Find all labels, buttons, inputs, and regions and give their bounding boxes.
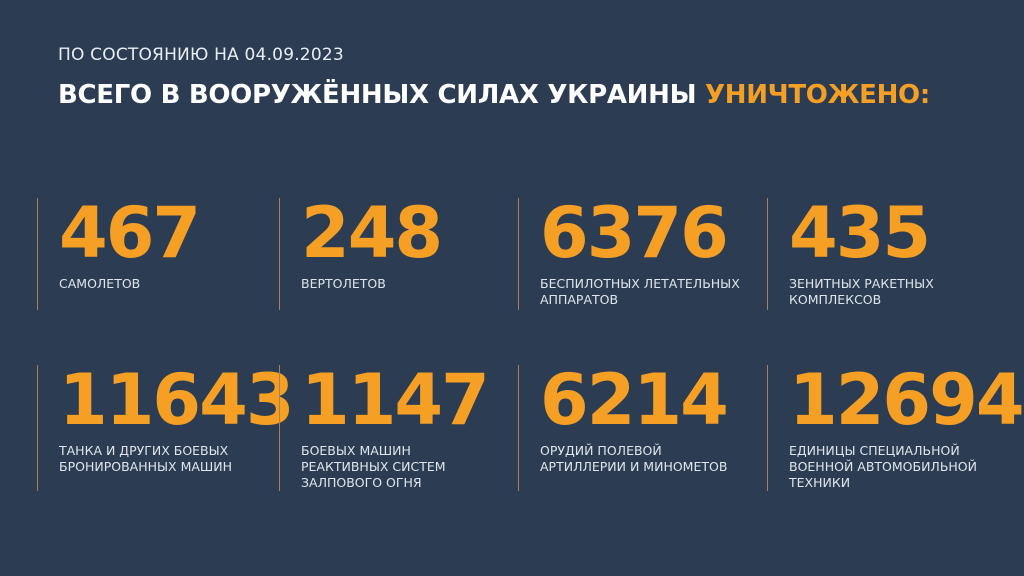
title-main: ВСЕГО В ВООРУЖЁННЫХ СИЛАХ УКРАИНЫ [58,80,697,110]
stat-label: САМОЛЕТОВ [59,276,141,291]
stat-value: 1147 [301,359,490,441]
stat-label: ЕДИНИЦЫ СПЕЦИАЛЬНОЙ ВОЕННОЙ АВТОМОБИЛЬНО… [789,443,977,490]
stat-value: 435 [789,192,931,274]
stat-uav: 6376 БЕСПИЛОТНЫХ ЛЕТАТЕЛЬНЫХ АППАРАТОВ [518,198,740,310]
stat-label: ВЕРТОЛЕТОВ [301,276,386,291]
stat-label: БОЕВЫХ МАШИН РЕАКТИВНЫХ СИСТЕМ ЗАЛПОВОГО… [301,443,446,490]
stat-label: БЕСПИЛОТНЫХ ЛЕТАТЕЛЬНЫХ АППАРАТОВ [540,276,740,307]
date-line: ПО СОСТОЯНИЮ НА 04.09.2023 [58,45,344,65]
stat-helicopters: 248 ВЕРТОЛЕТОВ [279,198,501,310]
stat-vehicles: 12694 ЕДИНИЦЫ СПЕЦИАЛЬНОЙ ВОЕННОЙ АВТОМО… [767,359,1024,491]
page-title: ВСЕГО В ВООРУЖЁННЫХ СИЛАХ УКРАИНЫ УНИЧТО… [58,80,930,110]
stat-artillery: 6214 ОРУДИЙ ПОЛЕВОЙ АРТИЛЛЕРИИ И МИНОМЕТ… [518,365,750,491]
stat-value: 6376 [540,192,729,274]
stat-label: ОРУДИЙ ПОЛЕВОЙ АРТИЛЛЕРИИ И МИНОМЕТОВ [540,443,728,474]
stat-value: 12694 [789,359,1024,441]
title-accent: УНИЧТОЖЕНО: [704,80,930,110]
stat-value: 6214 [540,359,729,441]
stat-value: 11643 [59,359,295,441]
stat-sam: 435 ЗЕНИТНЫХ РАКЕТНЫХ КОМПЛЕКСОВ [767,198,989,310]
stat-mlrs: 1147 БОЕВЫХ МАШИН РЕАКТИВНЫХ СИСТЕМ ЗАЛП… [279,365,491,491]
stat-value: 467 [59,192,201,274]
stat-label: ЗЕНИТНЫХ РАКЕТНЫХ КОМПЛЕКСОВ [789,276,934,307]
stat-label: ТАНКА И ДРУГИХ БОЕВЫХ БРОНИРОВАННЫХ МАШИ… [59,443,233,474]
stat-aircraft: 467 САМОЛЕТОВ [37,198,259,310]
stat-tanks: 11643 ТАНКА И ДРУГИХ БОЕВЫХ БРОНИРОВАННЫ… [37,359,295,491]
stat-value: 248 [301,192,443,274]
